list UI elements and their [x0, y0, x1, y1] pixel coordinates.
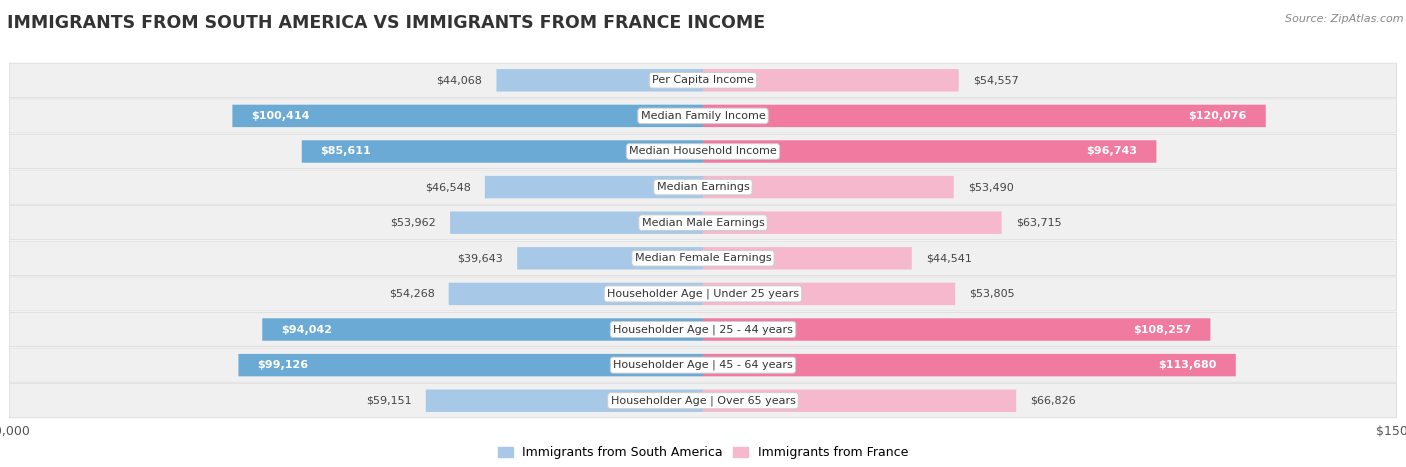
Text: $66,826: $66,826 [1031, 396, 1076, 406]
FancyBboxPatch shape [703, 176, 953, 198]
FancyBboxPatch shape [232, 105, 703, 127]
FancyBboxPatch shape [450, 212, 703, 234]
FancyBboxPatch shape [10, 348, 1396, 382]
FancyBboxPatch shape [10, 99, 1396, 133]
FancyBboxPatch shape [703, 247, 911, 269]
FancyBboxPatch shape [703, 318, 1211, 341]
FancyBboxPatch shape [10, 383, 1396, 418]
Text: $44,541: $44,541 [925, 253, 972, 263]
FancyBboxPatch shape [517, 247, 703, 269]
FancyBboxPatch shape [703, 140, 1156, 163]
FancyBboxPatch shape [10, 312, 1396, 347]
Text: $39,643: $39,643 [457, 253, 503, 263]
FancyBboxPatch shape [10, 241, 1396, 276]
FancyBboxPatch shape [703, 212, 1001, 234]
Text: Median Male Earnings: Median Male Earnings [641, 218, 765, 228]
Text: $120,076: $120,076 [1188, 111, 1247, 121]
Text: Householder Age | Under 25 years: Householder Age | Under 25 years [607, 289, 799, 299]
FancyBboxPatch shape [703, 105, 1265, 127]
Text: $44,068: $44,068 [436, 75, 482, 85]
FancyBboxPatch shape [496, 69, 703, 92]
Text: Householder Age | 45 - 64 years: Householder Age | 45 - 64 years [613, 360, 793, 370]
Text: $54,268: $54,268 [388, 289, 434, 299]
Text: Householder Age | Over 65 years: Householder Age | Over 65 years [610, 396, 796, 406]
Text: $53,490: $53,490 [967, 182, 1014, 192]
Text: $53,805: $53,805 [969, 289, 1015, 299]
Legend: Immigrants from South America, Immigrants from France: Immigrants from South America, Immigrant… [492, 441, 914, 464]
Text: $113,680: $113,680 [1159, 360, 1218, 370]
FancyBboxPatch shape [703, 69, 959, 92]
FancyBboxPatch shape [449, 283, 703, 305]
FancyBboxPatch shape [10, 277, 1396, 311]
FancyBboxPatch shape [703, 283, 955, 305]
Text: $94,042: $94,042 [281, 325, 332, 334]
Text: $63,715: $63,715 [1015, 218, 1062, 228]
Text: $54,557: $54,557 [973, 75, 1018, 85]
FancyBboxPatch shape [10, 205, 1396, 240]
Text: $99,126: $99,126 [257, 360, 308, 370]
FancyBboxPatch shape [703, 354, 1236, 376]
FancyBboxPatch shape [10, 170, 1396, 204]
Text: Median Female Earnings: Median Female Earnings [634, 253, 772, 263]
Text: Median Household Income: Median Household Income [628, 147, 778, 156]
FancyBboxPatch shape [703, 389, 1017, 412]
FancyBboxPatch shape [485, 176, 703, 198]
Text: $85,611: $85,611 [321, 147, 371, 156]
Text: Source: ZipAtlas.com: Source: ZipAtlas.com [1285, 14, 1403, 24]
Text: $96,743: $96,743 [1087, 147, 1137, 156]
Text: $53,962: $53,962 [391, 218, 436, 228]
Text: $100,414: $100,414 [252, 111, 309, 121]
FancyBboxPatch shape [302, 140, 703, 163]
Text: IMMIGRANTS FROM SOUTH AMERICA VS IMMIGRANTS FROM FRANCE INCOME: IMMIGRANTS FROM SOUTH AMERICA VS IMMIGRA… [7, 14, 765, 32]
FancyBboxPatch shape [10, 134, 1396, 169]
Text: $59,151: $59,151 [366, 396, 412, 406]
Text: Householder Age | 25 - 44 years: Householder Age | 25 - 44 years [613, 324, 793, 335]
Text: Per Capita Income: Per Capita Income [652, 75, 754, 85]
FancyBboxPatch shape [263, 318, 703, 341]
FancyBboxPatch shape [239, 354, 703, 376]
Text: Median Earnings: Median Earnings [657, 182, 749, 192]
Text: Median Family Income: Median Family Income [641, 111, 765, 121]
Text: $108,257: $108,257 [1133, 325, 1192, 334]
FancyBboxPatch shape [10, 63, 1396, 98]
FancyBboxPatch shape [426, 389, 703, 412]
Text: $46,548: $46,548 [425, 182, 471, 192]
